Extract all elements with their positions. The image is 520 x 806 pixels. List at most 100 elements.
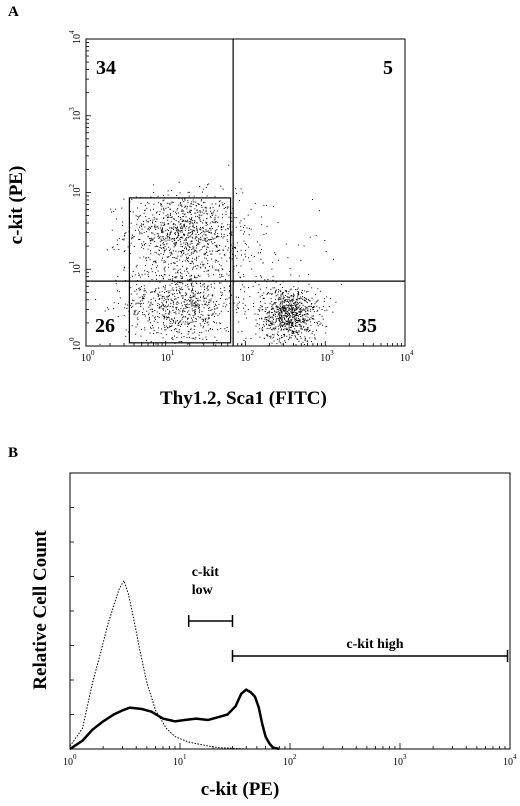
scatter-point bbox=[220, 185, 222, 187]
scatter-point bbox=[196, 305, 198, 307]
scatter-point bbox=[230, 233, 232, 235]
scatter-point bbox=[290, 327, 291, 328]
scatter-point bbox=[210, 215, 211, 217]
scatter-point bbox=[300, 326, 302, 328]
scatter-point bbox=[136, 284, 138, 286]
scatter-point bbox=[305, 301, 307, 303]
scatter-point bbox=[286, 299, 288, 301]
scatter-point bbox=[181, 277, 183, 279]
scatter-point bbox=[151, 239, 153, 241]
scatter-point bbox=[205, 297, 207, 299]
scatter-point bbox=[228, 257, 230, 259]
scatter-point bbox=[160, 238, 162, 240]
scatter-point bbox=[276, 311, 278, 313]
scatter-point bbox=[247, 309, 249, 310]
scatter-point bbox=[175, 229, 177, 231]
scatter-point bbox=[166, 229, 168, 231]
scatter-point bbox=[155, 260, 157, 262]
scatter-point bbox=[189, 263, 191, 264]
scatter-point bbox=[186, 300, 188, 302]
scatter-point bbox=[145, 265, 146, 266]
scatter-point bbox=[287, 320, 289, 322]
scatter-point bbox=[163, 218, 165, 219]
x-tick-exponent: 4 bbox=[513, 753, 517, 761]
scatter-point bbox=[317, 309, 319, 311]
scatter-point bbox=[164, 270, 166, 272]
scatter-point bbox=[259, 328, 261, 330]
scatter-point bbox=[296, 313, 297, 315]
scatter-point bbox=[133, 300, 135, 302]
scatter-point bbox=[280, 309, 282, 311]
scatter-point bbox=[142, 302, 144, 304]
scatter-point bbox=[223, 287, 225, 289]
scatter-point bbox=[261, 295, 263, 296]
scatter-point bbox=[307, 340, 309, 342]
scatter-point bbox=[287, 323, 289, 325]
scatter-point bbox=[299, 302, 301, 303]
scatter-point bbox=[212, 267, 214, 269]
scatter-point bbox=[281, 343, 283, 345]
scatter-point bbox=[214, 287, 216, 289]
scatter-point bbox=[135, 333, 137, 335]
scatter-point bbox=[215, 344, 217, 346]
scatter-point bbox=[119, 297, 121, 299]
scatter-point bbox=[180, 320, 182, 322]
scatter-point bbox=[328, 306, 330, 308]
marker-label: low bbox=[192, 583, 214, 598]
scatter-point bbox=[254, 281, 256, 283]
scatter-point bbox=[187, 317, 189, 319]
scatter-point bbox=[207, 314, 209, 316]
scatter-point bbox=[292, 324, 294, 326]
scatter-point bbox=[291, 301, 293, 303]
scatter-point bbox=[281, 304, 283, 306]
scatter-point bbox=[296, 315, 298, 316]
scatter-point bbox=[183, 270, 185, 272]
scatter-point bbox=[154, 251, 156, 253]
scatter-point bbox=[153, 297, 155, 299]
scatter-point bbox=[191, 231, 193, 233]
scatter-point bbox=[191, 290, 193, 292]
scatter-point bbox=[209, 239, 211, 241]
scatter-point bbox=[188, 300, 190, 302]
scatter-point bbox=[184, 213, 186, 215]
scatter-point bbox=[161, 274, 162, 276]
scatter-point bbox=[180, 288, 182, 290]
scatter-point bbox=[277, 333, 278, 335]
scatter-point bbox=[288, 324, 290, 326]
scatter-point bbox=[314, 337, 316, 339]
scatter-point bbox=[155, 318, 156, 320]
scatter-point bbox=[272, 206, 274, 208]
scatter-point bbox=[203, 300, 205, 302]
scatter-point bbox=[175, 328, 177, 330]
scatter-point bbox=[142, 296, 144, 298]
scatter-point bbox=[298, 318, 300, 320]
scatter-point bbox=[246, 227, 248, 229]
scatter-point bbox=[153, 320, 155, 322]
scatter-point bbox=[205, 209, 207, 211]
scatter-point bbox=[170, 231, 172, 233]
scatter-point bbox=[289, 336, 291, 338]
scatter-point bbox=[235, 255, 236, 257]
scatter-point bbox=[169, 249, 171, 251]
scatter-point bbox=[263, 204, 265, 206]
scatter-point bbox=[159, 306, 161, 308]
scatter-point bbox=[148, 314, 149, 316]
scatter-point bbox=[159, 291, 161, 293]
scatter-point bbox=[165, 329, 167, 331]
scatter-point bbox=[200, 292, 202, 293]
scatter-point bbox=[277, 338, 279, 340]
scatter-point bbox=[175, 283, 177, 285]
scatter-point bbox=[173, 257, 175, 259]
scatter-point bbox=[313, 307, 314, 308]
scatter-point bbox=[296, 331, 298, 333]
scatter-point bbox=[180, 314, 182, 316]
scatter-point bbox=[187, 331, 189, 333]
scatter-point bbox=[306, 329, 308, 331]
scatter-point bbox=[213, 301, 214, 303]
scatter-point bbox=[293, 312, 295, 313]
scatter-point bbox=[176, 276, 178, 278]
scatter-point bbox=[174, 329, 175, 331]
scatter-point bbox=[158, 238, 160, 239]
scatter-point bbox=[169, 306, 171, 308]
